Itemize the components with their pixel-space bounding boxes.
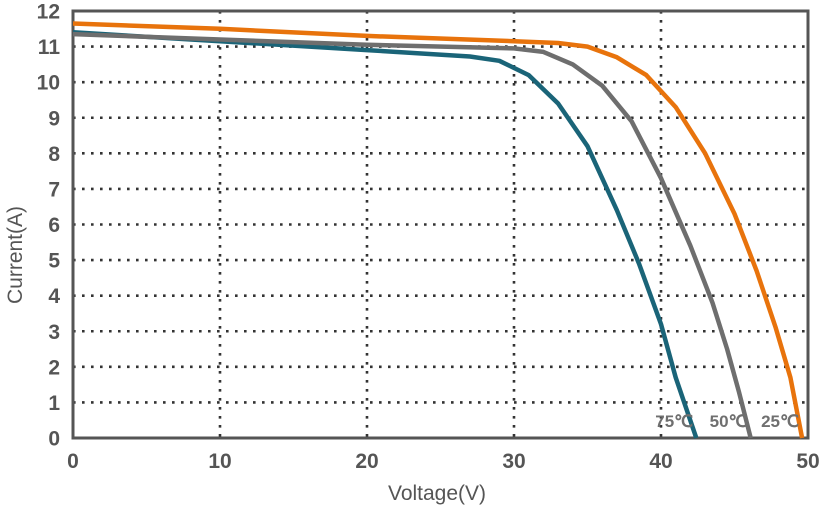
y-tick-label: 1 <box>48 392 60 415</box>
y-tick-label: 7 <box>48 178 60 201</box>
y-tick-label: 6 <box>48 214 60 237</box>
gridlines <box>73 11 808 438</box>
series-label: 25℃ <box>761 412 799 431</box>
x-tick-labels: 0 10 20 30 40 50 <box>67 450 820 473</box>
y-tick-label: 5 <box>48 250 60 273</box>
x-tick-label: 40 <box>649 450 672 473</box>
series-labels: 75℃ 50℃ 25℃ <box>655 412 799 431</box>
series-label: 75℃ <box>655 412 693 431</box>
y-tick-label: 0 <box>48 428 60 451</box>
plot-frame <box>71 9 810 440</box>
y-tick-label: 10 <box>37 72 60 95</box>
y-tick-label: 11 <box>38 36 61 59</box>
x-axis-label: Voltage(V) <box>388 482 486 505</box>
x-tick-label: 50 <box>796 450 819 473</box>
x-tick-label: 20 <box>355 450 378 473</box>
y-tick-label: 3 <box>48 321 60 344</box>
series-label: 50℃ <box>710 412 748 431</box>
y-axis-label: Current(A) <box>4 206 27 304</box>
series-line <box>72 21 805 439</box>
x-tick-label: 10 <box>208 450 231 473</box>
x-tick-label: 30 <box>502 450 525 473</box>
series-line <box>72 30 699 439</box>
y-tick-label: 2 <box>48 356 60 379</box>
series-lines <box>72 21 805 439</box>
y-tick-label: 12 <box>37 1 60 24</box>
x-tick-label: 0 <box>67 450 79 473</box>
y-tick-label: 9 <box>48 107 60 130</box>
y-tick-label: 4 <box>48 285 60 308</box>
y-tick-label: 8 <box>48 143 60 166</box>
series-line <box>72 31 753 439</box>
